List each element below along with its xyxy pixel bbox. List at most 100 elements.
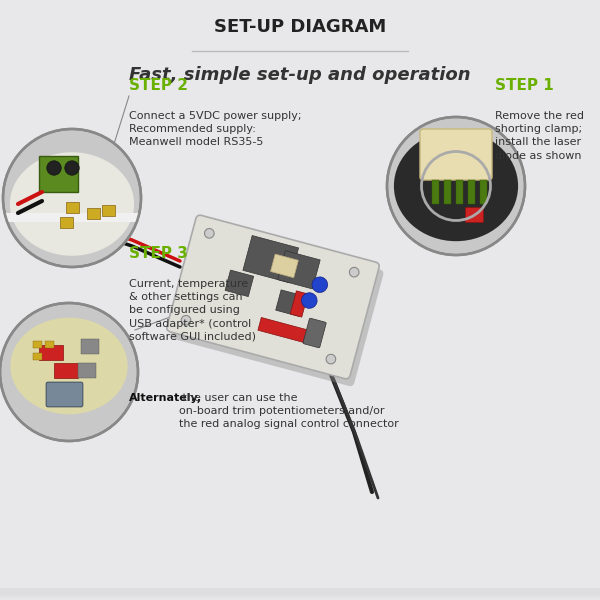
- Bar: [0, 589, 600, 595]
- Text: Remove the red
shorting clamp;
install the laser
diode as shown: Remove the red shorting clamp; install t…: [495, 111, 584, 161]
- Bar: [0, 589, 600, 595]
- Bar: [0, 592, 600, 598]
- Bar: [0, 590, 600, 596]
- FancyBboxPatch shape: [275, 290, 304, 316]
- Bar: [0, 589, 600, 595]
- Circle shape: [65, 161, 79, 175]
- Bar: [0, 589, 600, 595]
- FancyBboxPatch shape: [258, 317, 308, 343]
- Ellipse shape: [10, 318, 128, 414]
- Bar: [0, 592, 600, 598]
- Bar: [0, 593, 600, 599]
- Bar: [0, 589, 600, 595]
- Bar: [0, 590, 600, 596]
- Bar: [0, 594, 600, 600]
- Text: Connect a 5VDC power supply;
Recommended supply:
Meanwell model RS35-5: Connect a 5VDC power supply; Recommended…: [129, 111, 302, 148]
- Bar: [0, 590, 600, 596]
- Bar: [0, 591, 600, 597]
- Bar: [0, 590, 600, 596]
- Bar: [0, 592, 600, 598]
- Bar: [0, 588, 600, 594]
- Bar: [0, 593, 600, 599]
- FancyBboxPatch shape: [102, 205, 115, 216]
- Bar: [0, 589, 600, 595]
- Bar: [0, 589, 600, 595]
- Bar: [0, 591, 600, 597]
- Bar: [0, 592, 600, 598]
- Bar: [0, 592, 600, 598]
- Bar: [0, 589, 600, 595]
- Bar: [0, 593, 600, 599]
- Bar: [0, 590, 600, 596]
- Bar: [0, 591, 600, 597]
- Bar: [0, 593, 600, 599]
- FancyBboxPatch shape: [480, 180, 487, 204]
- Bar: [0, 591, 600, 597]
- Text: STEP 3: STEP 3: [129, 246, 188, 261]
- Bar: [0, 589, 600, 595]
- Bar: [0, 592, 600, 598]
- Bar: [0, 588, 600, 594]
- Bar: [0, 588, 600, 594]
- Bar: [0, 593, 600, 599]
- Bar: [0, 592, 600, 598]
- Circle shape: [312, 277, 328, 292]
- Bar: [0, 594, 600, 600]
- Bar: [0, 590, 600, 596]
- Bar: [0, 594, 600, 600]
- FancyBboxPatch shape: [243, 236, 299, 283]
- Bar: [0, 590, 600, 596]
- FancyBboxPatch shape: [33, 353, 42, 360]
- Bar: [0, 594, 600, 600]
- Bar: [0, 593, 600, 599]
- FancyBboxPatch shape: [468, 180, 475, 204]
- Bar: [0, 593, 600, 599]
- Bar: [0, 593, 600, 599]
- Bar: [0, 592, 600, 598]
- Bar: [0, 593, 600, 599]
- FancyBboxPatch shape: [432, 180, 439, 204]
- Bar: [0, 588, 600, 594]
- Bar: [0, 593, 600, 599]
- Bar: [0, 588, 600, 594]
- Circle shape: [326, 355, 335, 364]
- Ellipse shape: [394, 131, 518, 241]
- FancyBboxPatch shape: [60, 217, 73, 228]
- Bar: [0, 593, 600, 599]
- Circle shape: [205, 229, 214, 238]
- FancyBboxPatch shape: [45, 341, 54, 348]
- Bar: [0, 593, 600, 599]
- Bar: [0, 592, 600, 598]
- FancyBboxPatch shape: [87, 208, 100, 219]
- Circle shape: [349, 268, 359, 277]
- Text: STEP 2: STEP 2: [129, 78, 188, 93]
- Bar: [0, 593, 600, 599]
- Bar: [0, 590, 600, 596]
- Bar: [0, 592, 600, 598]
- Ellipse shape: [10, 152, 134, 256]
- Bar: [0, 592, 600, 598]
- Bar: [0, 592, 600, 598]
- Text: SET-UP DIAGRAM: SET-UP DIAGRAM: [214, 18, 386, 36]
- Bar: [0, 590, 600, 596]
- Bar: [0, 590, 600, 596]
- Bar: [0, 590, 600, 596]
- Text: Current, temperature
& other settings can
be configured using
USB adapter* (cont: Current, temperature & other settings ca…: [129, 279, 256, 342]
- Bar: [0, 589, 600, 595]
- FancyBboxPatch shape: [290, 291, 308, 317]
- FancyBboxPatch shape: [78, 363, 96, 378]
- Bar: [0, 593, 600, 599]
- Circle shape: [3, 129, 141, 267]
- Bar: [0, 591, 600, 597]
- FancyBboxPatch shape: [303, 318, 326, 348]
- Bar: [0, 590, 600, 596]
- FancyBboxPatch shape: [278, 251, 320, 289]
- Bar: [0, 592, 600, 598]
- Bar: [0, 592, 600, 598]
- FancyBboxPatch shape: [81, 339, 99, 354]
- FancyBboxPatch shape: [33, 341, 42, 348]
- Bar: [0, 589, 600, 595]
- FancyBboxPatch shape: [6, 213, 138, 222]
- Bar: [0, 592, 600, 598]
- Text: Fast, simple set-up and operation: Fast, simple set-up and operation: [129, 66, 471, 84]
